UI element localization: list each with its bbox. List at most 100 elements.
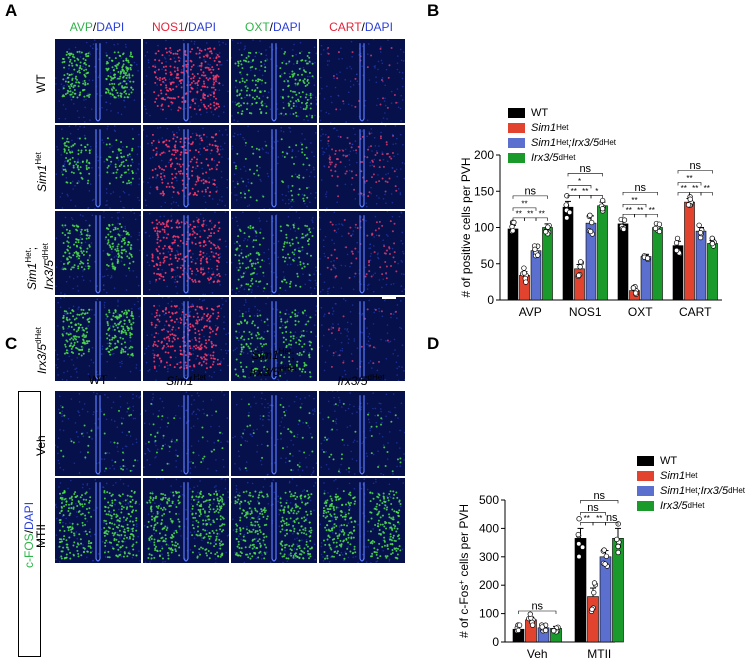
sig-label: **: [521, 199, 527, 208]
micrograph-a-r3-c3: [231, 211, 317, 295]
data-point: [564, 215, 570, 221]
micrograph-a-r2-c1: [55, 125, 141, 209]
y-tick-label: 100: [479, 607, 499, 621]
data-point: [709, 235, 715, 241]
legend-item-sim1: Sim1 Het: [508, 120, 616, 135]
data-point: [579, 544, 586, 550]
data-point: [697, 230, 704, 236]
bar-AVP-3: [542, 227, 553, 301]
sig-label: **: [692, 184, 698, 193]
sig-label: *: [578, 177, 581, 186]
data-point: [615, 543, 621, 550]
data-point: [591, 589, 597, 596]
sig-bracket: [605, 522, 619, 526]
x-tick-label-AVP: AVP: [519, 305, 542, 319]
data-point: [656, 221, 663, 227]
sig-label: *: [595, 187, 598, 196]
data-point: [591, 580, 598, 586]
micrograph-a-r2-c4: [319, 125, 405, 209]
row-label-irx35: Irx3/5dHet: [34, 327, 49, 374]
legend-d-item-irx: Irx3/5 dHet: [637, 498, 745, 513]
data-point: [652, 225, 659, 232]
data-point: [527, 611, 533, 617]
data-point: [521, 265, 527, 271]
micrograph-c-r2-c1: [55, 478, 141, 563]
micrograph-a-r1-c2: [143, 39, 229, 123]
sig-label: ns: [606, 512, 618, 524]
legend-d-item-double: Sim1 Het ;Irx3/5 dHet: [637, 483, 745, 498]
x-tick-label-CART: CART: [679, 305, 712, 319]
data-point: [516, 622, 523, 628]
data-point: [656, 228, 663, 235]
sig-label: **: [571, 187, 577, 196]
c-col-head-wt: WT: [88, 373, 108, 387]
micrograph-a-r1-c4: [319, 39, 405, 123]
data-point: [543, 627, 549, 634]
data-point: [511, 219, 517, 226]
data-point: [539, 624, 545, 630]
legend-d-item-wt: WT: [637, 453, 745, 468]
micrograph-a-r4-c1: [55, 297, 141, 381]
bar-MTII-1: [587, 596, 599, 643]
data-point: [510, 228, 516, 234]
y-tick-label: 150: [474, 184, 494, 198]
legend-b: WT Sim1 Het Sim1 Het ;Irx3/5 dHet Irx3/5 dHet: [508, 105, 616, 165]
micrograph-a-r3-c2: [143, 211, 229, 295]
col-head-avp: AVP/DAPI: [69, 20, 125, 34]
sig-bracket: [512, 207, 537, 211]
y-axis-title: # of c-Fos+ cells per PVH: [457, 504, 472, 638]
data-point: [673, 240, 680, 246]
micrograph-a-r3-c4: [319, 211, 405, 295]
data-point: [564, 193, 570, 199]
panel-label-d: D: [427, 334, 440, 353]
y-tick-label: 50: [481, 257, 495, 271]
micrograph-a-r4-c2: [143, 297, 229, 381]
y-tick-label: 200: [479, 578, 499, 592]
bar-OXT-3: [652, 227, 663, 301]
sig-label: **: [704, 184, 710, 193]
col-head-oxt: OXT/DAPI: [244, 20, 302, 34]
bar-MTII-0: [574, 538, 587, 643]
legend-item-irx: Irx3/5 dHet: [508, 150, 616, 165]
y-axis-title: # of positive cells per PVH: [459, 157, 473, 297]
sig-bracket: [677, 170, 713, 174]
data-point: [709, 241, 716, 247]
panel-label-a: A: [5, 1, 18, 20]
y-tick-label: 500: [479, 493, 499, 507]
sig-bracket: [622, 191, 658, 196]
c-side-frame: [18, 391, 41, 657]
panel-label-c: C: [5, 334, 18, 353]
panel-label-b: B: [427, 1, 440, 20]
sig-label: ns: [531, 601, 543, 613]
sig-label: **: [539, 209, 545, 218]
sig-label: ns: [634, 182, 646, 194]
sig-label: **: [649, 206, 655, 215]
sig-bracket: [590, 195, 603, 199]
sig-bracket: [700, 192, 713, 196]
micrograph-c-r1-c4: [319, 391, 405, 476]
data-point: [563, 202, 569, 208]
sig-bracket: [580, 500, 619, 504]
data-point: [523, 279, 529, 285]
c-col-head-double: Sim1Het; Irx3/5dHet: [249, 347, 297, 379]
sig-label: **: [686, 174, 692, 183]
micrograph-a-r1-c3: [231, 39, 317, 123]
sig-label: ns: [593, 490, 605, 502]
data-point: [615, 549, 621, 556]
sig-label: **: [631, 196, 637, 205]
data-point: [587, 212, 593, 218]
legend-item-double: Sim1 Het ;Irx3/5 dHet: [508, 135, 616, 150]
y-tick-label: 0: [492, 635, 499, 649]
data-point: [576, 516, 582, 522]
data-point: [567, 209, 573, 216]
data-point: [576, 553, 582, 560]
sig-label: **: [527, 209, 533, 218]
micrograph-c-r2-c4: [319, 478, 405, 563]
data-point: [632, 290, 639, 296]
sig-bracket: [645, 213, 658, 218]
y-tick-label: 0: [487, 293, 494, 307]
bar-NOS1-0: [562, 206, 574, 301]
sig-bracket: [677, 182, 702, 186]
bar-AVP-0: [507, 228, 519, 301]
sig-label: ns: [587, 502, 599, 514]
